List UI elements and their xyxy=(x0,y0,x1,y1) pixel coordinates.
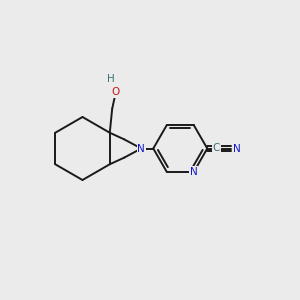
Text: N: N xyxy=(233,143,241,154)
Text: N: N xyxy=(190,167,198,177)
Text: H: H xyxy=(107,74,115,84)
Text: C: C xyxy=(213,143,220,153)
Text: N: N xyxy=(137,143,145,154)
Text: O: O xyxy=(112,87,120,97)
